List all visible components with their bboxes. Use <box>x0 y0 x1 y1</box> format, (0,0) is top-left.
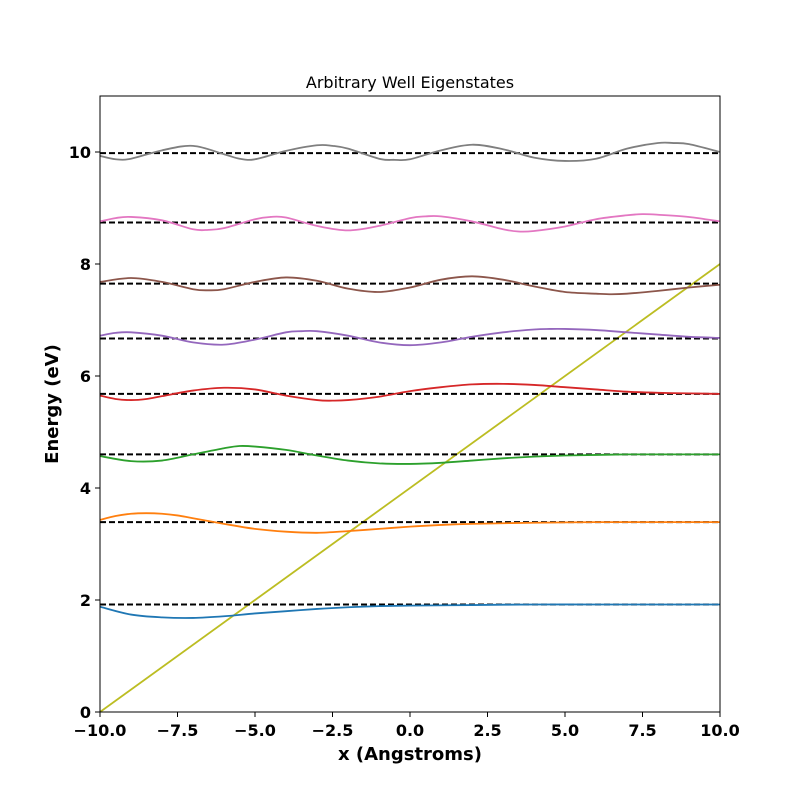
x-tick-label: −10.0 <box>74 721 127 740</box>
chart-title: Arbitrary Well Eigenstates <box>306 73 514 92</box>
wavefunctions-layer <box>100 141 720 619</box>
wavefunction-line-3 <box>100 382 720 402</box>
y-tick-label: 10 <box>69 143 91 162</box>
wavefunction-line-7 <box>100 141 720 162</box>
wavefunction-line-0 <box>100 603 720 619</box>
x-tick-label: 7.5 <box>628 721 656 740</box>
x-axis-ticks: −10.0 −7.5 −5.0 −2.5 0.0 2.5 5.0 7.5 10.0 <box>74 712 740 740</box>
x-tick-label: 5.0 <box>551 721 579 740</box>
y-tick-label: 8 <box>80 255 91 274</box>
y-tick-label: 4 <box>80 479 91 498</box>
x-tick-label: −7.5 <box>157 721 199 740</box>
x-tick-label: 10.0 <box>700 721 739 740</box>
wavefunction-line-2 <box>100 444 720 465</box>
wavefunction-line-1 <box>100 512 720 534</box>
wavefunction-line-5 <box>100 275 720 296</box>
x-tick-label: 2.5 <box>473 721 501 740</box>
x-tick-label: 0.0 <box>396 721 424 740</box>
y-axis-ticks: 0 2 4 6 8 10 <box>69 143 100 722</box>
wavefunction-line-6 <box>100 213 720 233</box>
x-tick-label: −2.5 <box>312 721 354 740</box>
plot-area <box>99 95 721 713</box>
x-tick-label: −5.0 <box>234 721 276 740</box>
x-axis-label: x (Angstroms) <box>338 744 482 765</box>
y-tick-label: 6 <box>80 367 91 386</box>
energy-levels-layer <box>100 152 720 606</box>
wavefunction-line-4 <box>100 327 720 347</box>
y-axis-label: Energy (eV) <box>42 344 63 464</box>
y-tick-label: 0 <box>80 703 91 722</box>
y-tick-label: 2 <box>80 591 91 610</box>
